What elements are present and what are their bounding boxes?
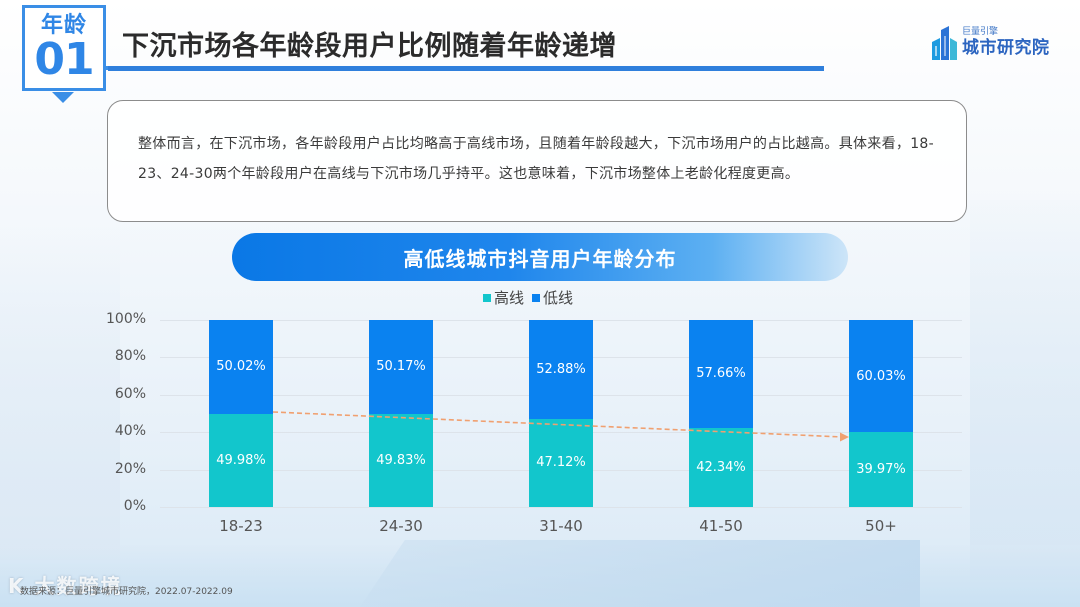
legend-swatch-icon — [483, 293, 491, 302]
bar-31-40: 52.88% 47.12% — [529, 320, 593, 507]
legend-label: 低线 — [543, 289, 574, 307]
legend-item-low: 低线 — [532, 287, 573, 308]
bar-segment-high: 47.12% — [529, 418, 593, 507]
y-tick: 20% — [114, 461, 146, 477]
x-tick: 31-40 — [539, 517, 583, 535]
bar-segment-high: 42.34% — [689, 427, 753, 507]
bar-41-50: 57.66% 42.34% — [689, 320, 753, 507]
building-icon — [932, 24, 958, 60]
section-badge: 年龄 01 — [22, 5, 106, 91]
y-tick: 0% — [123, 498, 146, 514]
bar-segment-low: 50.02% — [209, 320, 273, 414]
summary-box: 整体而言，在下沉市场，各年龄段用户占比均略高于高线市场，且随着年龄段越大，下沉市… — [107, 100, 967, 222]
bar-segment-low: 60.03% — [849, 320, 913, 433]
bar-segment-high: 49.98% — [209, 413, 273, 507]
bar-segment-high: 49.83% — [369, 413, 433, 507]
legend-item-high: 高线 — [483, 287, 524, 308]
badge-number: 01 — [34, 34, 94, 85]
logo-text: 城市研究院 — [962, 37, 1050, 58]
data-source: 数据来源：巨量引擎城市研究院，2022.07-2022.09 — [20, 587, 233, 597]
chart-legend: 高线 低线 — [483, 287, 573, 308]
badge-label: 年龄 — [40, 13, 87, 38]
legend-label: 高线 — [494, 289, 525, 307]
bar-50-plus: 60.03% 39.97% — [849, 320, 913, 507]
x-tick: 50+ — [865, 517, 897, 535]
y-tick: 60% — [114, 386, 146, 402]
title-underline — [108, 66, 824, 71]
x-tick: 41-50 — [699, 517, 743, 535]
x-axis-line — [160, 507, 962, 508]
bar-segment-low: 57.66% — [689, 320, 753, 428]
chart-title: 高低线城市抖音用户年龄分布 — [232, 233, 848, 281]
chart-title-text: 高低线城市抖音用户年龄分布 — [403, 246, 677, 271]
x-tick: 24-30 — [379, 517, 423, 535]
y-tick: 40% — [114, 423, 146, 439]
watermark: K 大数跨境 — [8, 574, 123, 598]
legend-swatch-icon — [532, 293, 541, 302]
x-tick: 18-23 — [219, 517, 263, 535]
page-title: 下沉市场各年龄段用户比例随着年龄递增 — [122, 31, 617, 62]
bar-18-23: 50.02% 49.98% — [209, 320, 273, 507]
badge-pointer-icon — [52, 92, 74, 103]
logo: 巨量引擎 城市研究院 — [932, 24, 1050, 60]
bar-segment-low: 50.17% — [369, 320, 433, 414]
bar-segment-low: 52.88% — [529, 320, 593, 419]
summary-text: 整体而言，在下沉市场，各年龄段用户占比均略高于高线市场，且随着年龄段越大，下沉市… — [138, 136, 934, 182]
y-tick: 100% — [106, 311, 147, 327]
bar-segment-high: 39.97% — [849, 432, 913, 507]
bar-24-30: 50.17% 49.83% — [369, 320, 433, 507]
logo-subtext: 巨量引擎 — [962, 26, 999, 37]
y-tick: 80% — [114, 348, 146, 364]
